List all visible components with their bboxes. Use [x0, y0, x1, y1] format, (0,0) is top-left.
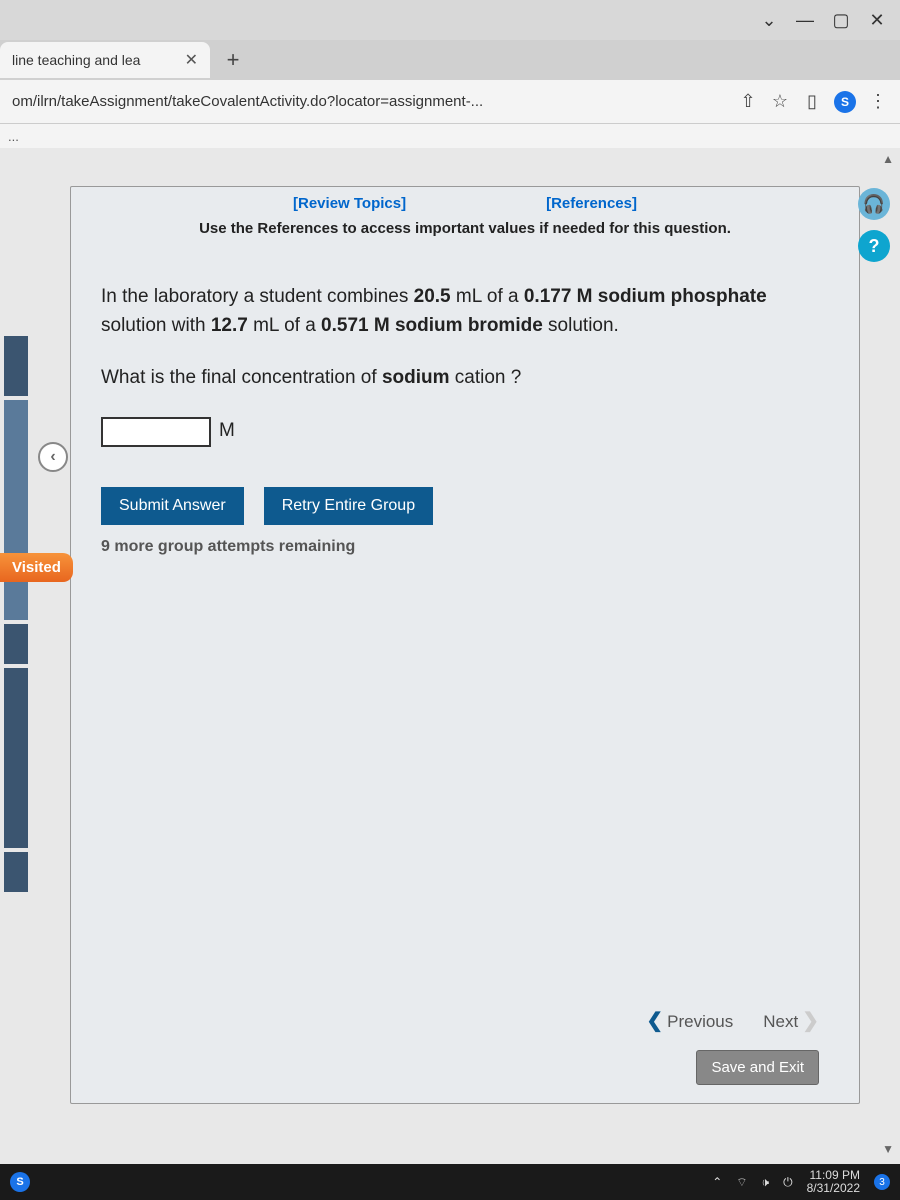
taskbar-app-icon[interactable]: S — [10, 1172, 30, 1192]
browser-tab[interactable]: line teaching and lea ✕ — [0, 42, 210, 78]
retry-group-button[interactable]: Retry Entire Group — [264, 487, 433, 525]
tab-title: line teaching and lea — [12, 52, 140, 68]
question-body: In the laboratory a student combines 20.… — [71, 243, 859, 579]
tab-bar: line teaching and lea ✕ + — [0, 40, 900, 80]
review-topics-link[interactable]: [Review Topics] — [293, 195, 406, 212]
sound-icon[interactable]: 🕩 — [762, 1175, 770, 1190]
notification-badge[interactable]: 3 — [874, 1174, 890, 1190]
reader-mode-icon[interactable]: ▯ — [802, 92, 822, 112]
nav-row: Previous Next — [646, 1008, 819, 1033]
minimize-button[interactable]: — — [797, 12, 813, 28]
help-icon[interactable]: ? — [858, 230, 890, 262]
kebab-menu-icon[interactable]: ⋮ — [868, 92, 888, 112]
concentration-input[interactable] — [101, 417, 211, 447]
references-link[interactable]: [References] — [546, 195, 637, 212]
profile-badge[interactable]: S — [834, 91, 856, 113]
question-instruction: Use the References to access important v… — [71, 218, 859, 239]
question-paragraph-1: In the laboratory a student combines 20.… — [101, 283, 829, 340]
system-clock[interactable]: 11:09 PM 8/31/2022 — [807, 1169, 860, 1195]
new-tab-button[interactable]: + — [218, 45, 248, 75]
progress-segment[interactable] — [4, 668, 28, 848]
window-controls: ⌄ — ▢ ✕ — [0, 0, 900, 40]
next-button[interactable]: Next — [763, 1008, 819, 1033]
share-icon[interactable]: ⇧ — [738, 92, 758, 112]
progress-sidebar — [4, 336, 28, 892]
clock-date: 8/31/2022 — [807, 1182, 860, 1195]
question-header: [Review Topics] [References] Use the Ref… — [71, 187, 859, 243]
maximize-button[interactable]: ▢ — [833, 12, 849, 28]
taskbar-right: ⌃ ⌔ 🕩 ⏻ 11:09 PM 8/31/2022 3 — [712, 1169, 890, 1195]
address-bar: om/ilrn/takeAssignment/takeCovalentActiv… — [0, 80, 900, 124]
attempts-remaining: 9 more group attempts remaining — [101, 535, 829, 559]
question-paragraph-2: What is the final concentration of sodiu… — [101, 364, 829, 393]
scroll-down-icon[interactable]: ▼ — [882, 1142, 894, 1156]
answer-row: M — [101, 417, 829, 447]
bookmark-bar: ... — [0, 124, 900, 148]
prev-question-pill[interactable]: ‹ — [38, 442, 68, 472]
battery-icon[interactable]: ⏻ — [783, 1175, 793, 1190]
question-panel: [Review Topics] [References] Use the Ref… — [70, 186, 860, 1104]
tray-chevron-icon[interactable]: ⌃ — [712, 1175, 722, 1189]
button-row: Submit Answer Retry Entire Group — [101, 487, 829, 525]
scroll-up-icon[interactable]: ▲ — [882, 152, 894, 166]
close-window-button[interactable]: ✕ — [869, 12, 885, 28]
previous-button[interactable]: Previous — [646, 1008, 733, 1033]
page-content: [Review Topics] [References] Use the Ref… — [0, 148, 900, 1164]
submit-answer-button[interactable]: Submit Answer — [101, 487, 244, 525]
taskbar: S ⌃ ⌔ 🕩 ⏻ 11:09 PM 8/31/2022 3 — [0, 1164, 900, 1200]
chevron-down-icon[interactable]: ⌄ — [761, 12, 777, 28]
progress-segment[interactable] — [4, 336, 28, 396]
save-exit-button[interactable]: Save and Exit — [696, 1050, 819, 1085]
unit-label: M — [219, 417, 235, 446]
support-headset-icon[interactable]: 🎧 — [858, 188, 890, 220]
progress-segment[interactable] — [4, 400, 28, 620]
visited-tag[interactable]: Visited — [0, 553, 73, 582]
progress-segment[interactable] — [4, 852, 28, 892]
progress-segment[interactable] — [4, 624, 28, 664]
floating-help-icons: 🎧 ? — [858, 188, 890, 262]
bookmark-star-icon[interactable]: ☆ — [770, 92, 790, 112]
url-text[interactable]: om/ilrn/takeAssignment/takeCovalentActiv… — [12, 93, 726, 110]
taskbar-left: S — [10, 1172, 30, 1192]
wifi-icon[interactable]: ⌔ — [736, 1175, 747, 1190]
close-tab-icon[interactable]: ✕ — [185, 50, 198, 70]
